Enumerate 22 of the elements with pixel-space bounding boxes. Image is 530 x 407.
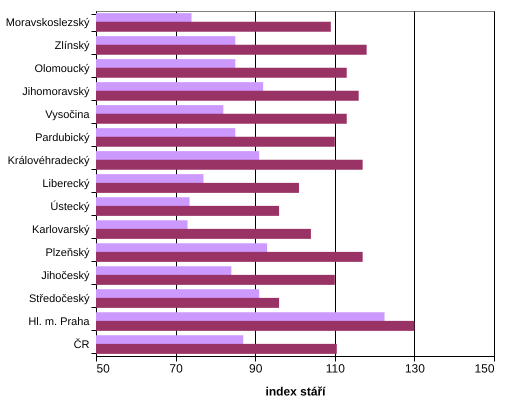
- x-tick-label: 50: [96, 362, 110, 376]
- x-tick-label: 150: [474, 362, 495, 376]
- y-tick-label: Karlovarský: [32, 224, 90, 236]
- x-tick-label: 110: [326, 362, 346, 376]
- y-tick-label: Liberecký: [42, 178, 90, 190]
- y-tick-label: Zlínský: [54, 40, 90, 52]
- x-tick-label: 130: [404, 362, 426, 376]
- y-tick-label: Plzeňský: [45, 247, 90, 260]
- y-tick-label: Jihomoravský: [22, 86, 90, 98]
- x-tick-label: 90: [249, 362, 263, 376]
- y-tick-label: Ústecký: [50, 200, 90, 214]
- y-tick-label: Jihočeský: [41, 270, 90, 282]
- y-tick-label: Moravskoslezský: [6, 16, 90, 29]
- y-tick-label: Středočeský: [28, 293, 90, 306]
- y-tick-label: Olomoucký: [34, 62, 90, 75]
- y-tick-label: Pardubický: [35, 132, 90, 144]
- x-tick-label: 70: [169, 362, 184, 376]
- x-axis-title: index stáří: [265, 384, 326, 398]
- y-tick-label: Hl. m. Praha: [28, 316, 90, 328]
- y-tick-label: Královéhradecký: [8, 154, 90, 167]
- y-tick-label: ČR: [74, 338, 90, 352]
- y-tick-label: Vysočina: [45, 108, 90, 121]
